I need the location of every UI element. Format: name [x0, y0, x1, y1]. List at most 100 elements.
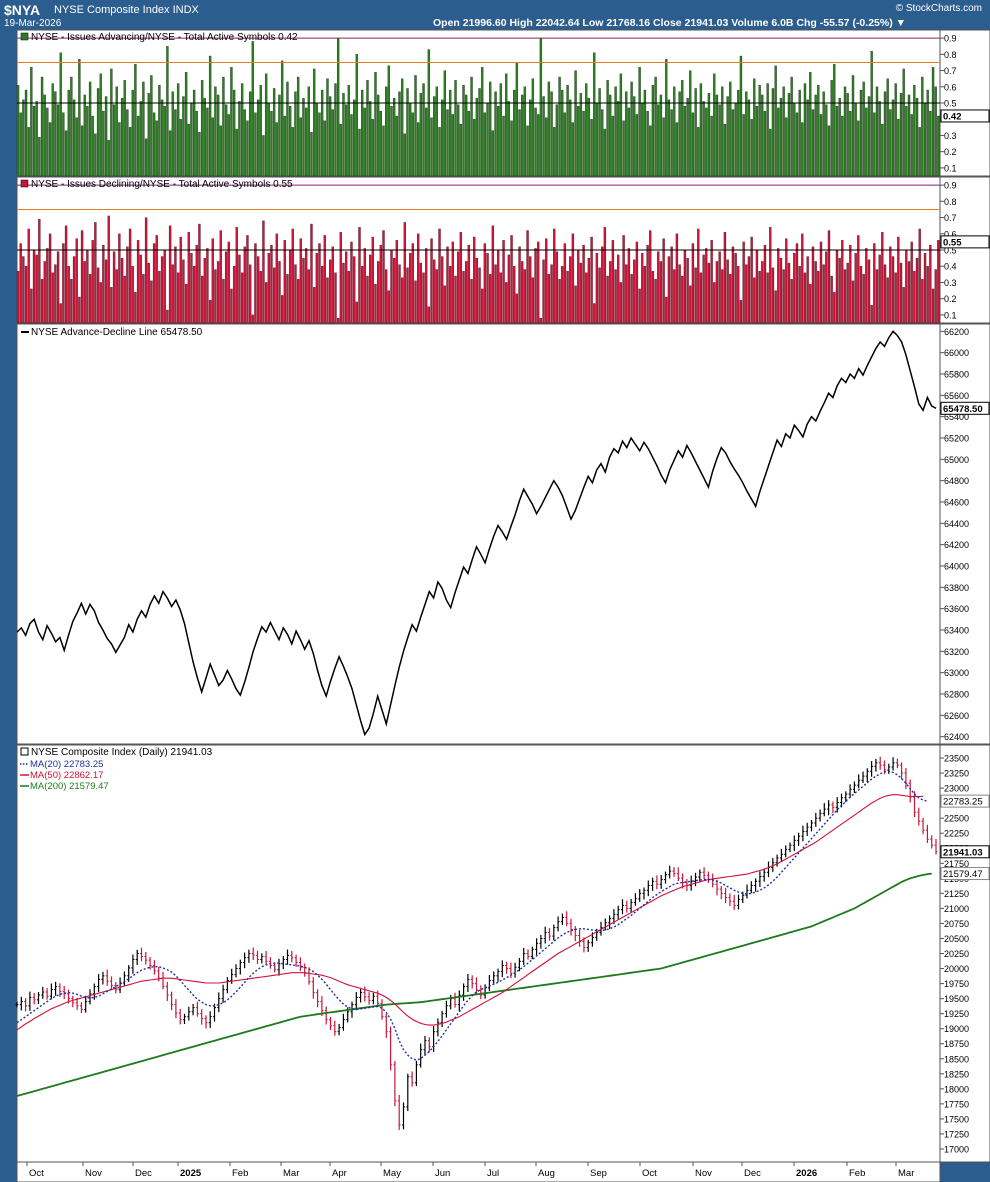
advancing-bar — [753, 78, 756, 177]
advancing-bar — [248, 91, 252, 177]
advancing-bar — [697, 127, 700, 177]
declining-bar — [926, 266, 929, 324]
declining-bar — [606, 275, 609, 324]
declining-bar — [785, 238, 788, 324]
advancing-bar — [665, 59, 668, 177]
advancing-bar — [910, 114, 913, 177]
declining-bar — [216, 261, 220, 324]
declining-bar — [667, 256, 671, 324]
advancing-bar — [192, 89, 196, 177]
declining-bar — [563, 243, 567, 324]
declining-bar — [577, 249, 580, 324]
declining-bar — [86, 249, 89, 324]
ad-line-tick-label: 64000 — [944, 562, 969, 572]
advancing-bar — [534, 107, 537, 177]
advancing-bar — [363, 107, 366, 177]
declining-bar — [825, 251, 828, 324]
advancing-bar — [883, 91, 887, 177]
advancing-bar — [56, 104, 60, 177]
advancing-bar — [467, 110, 471, 177]
declining-bar — [539, 317, 543, 324]
declining-bar — [718, 251, 721, 324]
advancing-bar — [222, 76, 225, 177]
declining-bar — [83, 261, 86, 324]
declining-bar — [88, 274, 92, 324]
declining-bar — [126, 246, 129, 324]
declining-bar — [779, 257, 783, 324]
declining-bar — [425, 248, 428, 324]
declining-bar — [483, 243, 487, 324]
advancing-bar — [206, 107, 209, 177]
advancing-bar — [155, 120, 158, 177]
declining-bar — [721, 269, 724, 324]
advancing-bar — [254, 112, 257, 177]
declining-bar — [494, 264, 497, 324]
declining-bar — [131, 266, 134, 324]
declining-bar — [833, 292, 836, 324]
advancing-bar — [126, 109, 129, 177]
advancing-bar — [195, 110, 198, 177]
declining-bar — [841, 240, 844, 324]
advancing-bar — [142, 81, 145, 177]
x-tick-label: Aug — [538, 1168, 555, 1179]
declining-last-value: 0.55 — [943, 237, 962, 248]
advancing-bar — [638, 67, 641, 177]
advancing-bar — [94, 133, 97, 177]
quote-summary: Open 21996.60 High 22042.64 Low 21768.16… — [433, 17, 907, 29]
advancing-bar — [747, 99, 751, 177]
advancing-bar — [299, 117, 302, 177]
declining-bar — [875, 269, 879, 324]
declining-bar — [739, 300, 743, 324]
advancing-bar — [451, 114, 455, 177]
declining-bar — [401, 277, 404, 324]
declining-bar — [691, 243, 695, 324]
advancing-bar — [598, 88, 601, 177]
declining-bar — [651, 270, 655, 324]
advancing-bar — [232, 89, 236, 177]
advancing-bar — [385, 86, 388, 177]
axis-panel-3 — [939, 323, 990, 745]
advancing-bar — [838, 97, 841, 177]
advancing-bar — [48, 122, 52, 177]
price-panel-title: NYSE Composite Index (Daily) 21941.03 — [31, 747, 213, 758]
advancing-bar — [625, 91, 628, 177]
declining-bar — [222, 279, 225, 324]
panel-4 — [16, 744, 941, 1163]
advancing-bar — [899, 93, 903, 177]
advancing-bar — [929, 110, 932, 177]
advancing-bar — [160, 99, 164, 177]
declining-bar — [574, 285, 577, 324]
advancing-bar — [742, 114, 745, 177]
declining-bar — [934, 269, 937, 324]
advancing-bar — [619, 73, 623, 177]
declining-bar — [707, 262, 711, 324]
advancing-bar — [112, 104, 116, 177]
advancing-bar — [54, 91, 57, 177]
declining-bar — [256, 256, 260, 324]
advancing-bar — [675, 122, 679, 177]
advancing-bar — [395, 115, 398, 177]
advancing-bar — [787, 93, 791, 177]
advancing-bar — [606, 80, 609, 177]
declining-bar — [291, 228, 294, 324]
advancing-bar — [318, 112, 321, 177]
price-tick-label: 22250 — [944, 829, 969, 839]
declining-bar — [192, 266, 196, 324]
x-tick-label: Nov — [85, 1168, 102, 1179]
advancing-bar — [843, 86, 847, 177]
declining-bar — [22, 256, 25, 324]
x-tick-label: Dec — [744, 1168, 761, 1179]
x-tick-label: Jul — [487, 1168, 499, 1179]
declining-bar — [286, 274, 289, 324]
advancing-bar — [200, 80, 204, 177]
declining-bar — [174, 246, 177, 324]
ad-line-panel-title: NYSE Advance-Decline Line 65478.50 — [31, 327, 203, 338]
declining-bar — [849, 244, 852, 324]
declining-bar — [366, 275, 369, 324]
declining-bar — [147, 262, 150, 324]
declining-bar — [769, 227, 772, 324]
advancing-bar — [587, 97, 591, 177]
advancing-bar — [777, 107, 780, 177]
advancing-bar — [694, 88, 697, 177]
advancing-bar — [499, 83, 503, 177]
